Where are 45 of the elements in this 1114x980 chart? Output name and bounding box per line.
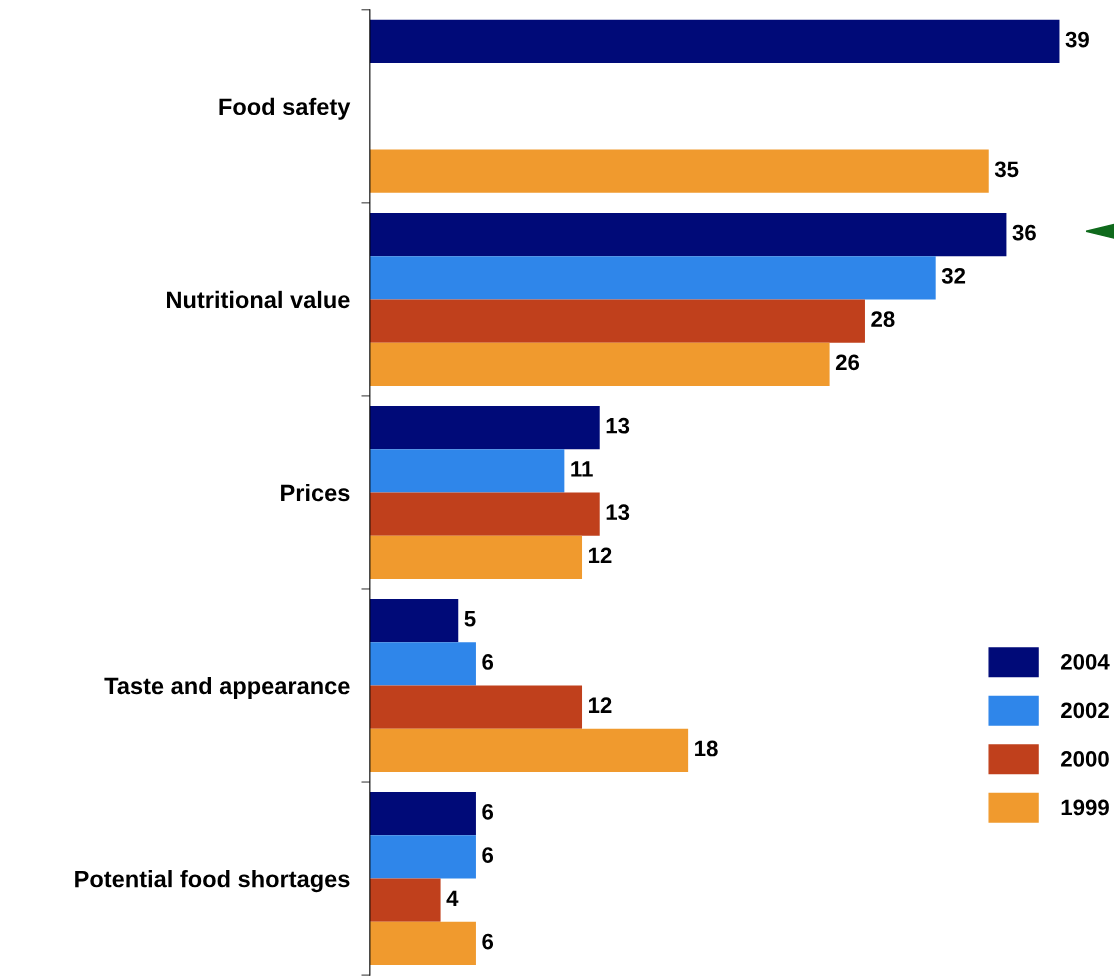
- bar: [369, 449, 565, 493]
- bar: [369, 878, 441, 922]
- bar: [369, 642, 476, 686]
- data-label: 12: [588, 697, 612, 713]
- bar: [369, 921, 476, 966]
- data-label: 13: [606, 504, 630, 521]
- data-label: 18: [695, 740, 718, 757]
- data-label: 6: [482, 847, 494, 863]
- bar: [369, 792, 476, 836]
- data-label: 28: [871, 311, 895, 327]
- legend-label: 2002: [1061, 702, 1109, 719]
- bar: [369, 299, 865, 343]
- data-label: 35: [994, 161, 1019, 178]
- data-label: 11: [571, 461, 593, 477]
- legend-label: 1999: [1061, 799, 1109, 816]
- bar: [369, 212, 1007, 257]
- y-tick-label: Nutritional value: [167, 290, 350, 309]
- y-tick-label: Prices: [281, 483, 350, 502]
- bar: [369, 342, 830, 386]
- legend-label: 2000: [1061, 751, 1109, 767]
- data-label: 26: [835, 354, 860, 371]
- bar: [369, 599, 459, 643]
- data-label: 12: [588, 547, 612, 564]
- data-label: 6: [482, 933, 494, 950]
- data-label: 36: [1012, 224, 1036, 241]
- data-label: 6: [482, 803, 494, 820]
- data-label: 4: [446, 890, 459, 906]
- bar: [369, 405, 600, 450]
- bar: [369, 149, 989, 193]
- y-tick-label: Food safety: [219, 97, 351, 120]
- data-label: 32: [941, 268, 966, 284]
- y-tick-label: Taste and appearance: [104, 676, 350, 699]
- y-tick-label: Potential food shortages: [75, 870, 350, 893]
- data-label: 13: [606, 417, 630, 434]
- legend-label: 2004: [1061, 653, 1110, 670]
- data-label: 6: [482, 654, 494, 670]
- data-label: 39: [1065, 31, 1089, 48]
- bar: [369, 535, 583, 579]
- bar: [369, 728, 689, 772]
- bar: [369, 19, 1060, 64]
- bar: [369, 256, 936, 300]
- bar: [369, 685, 583, 729]
- data-label: 5: [464, 611, 476, 627]
- bar: [369, 835, 476, 879]
- bar: [369, 492, 600, 536]
